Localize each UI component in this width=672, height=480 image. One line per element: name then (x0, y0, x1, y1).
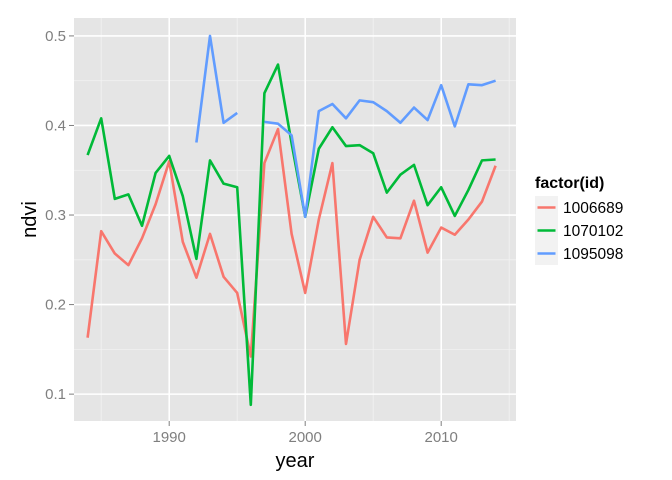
legend: factor(id) 1006689 1070102 1095098 (535, 175, 623, 265)
series-line-1095098 (195, 34, 238, 143)
y-axis: 0.1 0.2 0.3 0.4 0.5 (45, 28, 74, 403)
series-line-1095098 (264, 79, 497, 219)
y-tick-label: 0.5 (45, 28, 66, 45)
x-tick-label: 2010 (425, 429, 458, 446)
series-lines (86, 34, 497, 407)
x-axis: 1990 2000 2010 (153, 421, 458, 446)
x-tick-label: 1990 (153, 429, 186, 446)
legend-title: factor(id) (535, 175, 604, 192)
series-line-1070102 (86, 63, 496, 407)
legend-items: 1006689 1070102 1095098 (535, 196, 623, 265)
y-tick-label: 0.2 (45, 297, 66, 314)
y-tick-label: 0.1 (45, 386, 66, 403)
legend-label-1095098: 1095098 (563, 246, 623, 263)
series-line-1006689 (86, 127, 497, 358)
legend-label-1006689: 1006689 (563, 200, 623, 217)
legend-label-1070102: 1070102 (563, 223, 623, 240)
y-axis-title: ndvi (19, 201, 41, 238)
x-axis-title: year (276, 450, 315, 472)
y-tick-label: 0.4 (45, 117, 66, 134)
y-tick-label: 0.3 (45, 207, 66, 224)
x-tick-label: 2000 (289, 429, 322, 446)
